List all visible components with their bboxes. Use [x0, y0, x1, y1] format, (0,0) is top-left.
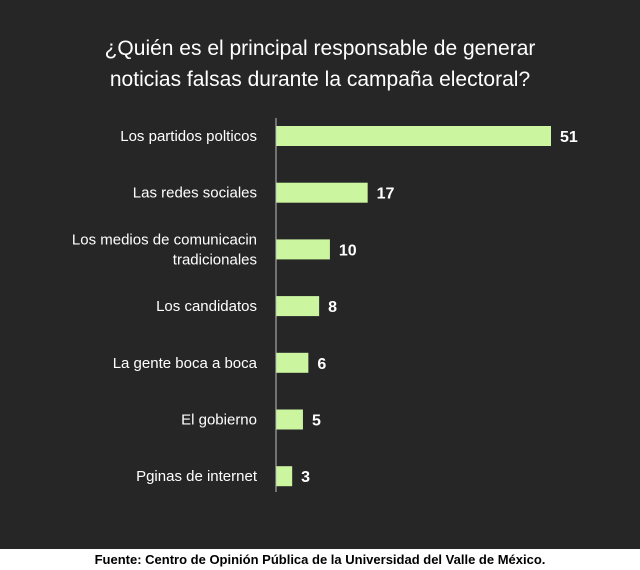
value-label: 8: [328, 299, 337, 316]
category-label: Los medios de comunicacin: [72, 231, 257, 248]
bar: [276, 352, 309, 373]
bar: [276, 182, 368, 203]
bar: [276, 296, 320, 317]
category-label: tradicionales: [173, 251, 257, 268]
bar: [276, 466, 293, 487]
bar: [276, 239, 330, 260]
value-label: 3: [301, 469, 310, 486]
category-label: El gobierno: [181, 412, 257, 429]
value-label: 10: [339, 242, 357, 259]
source-note: Fuente: Centro de Opinión Pública de la …: [94, 552, 546, 567]
bar: [276, 126, 551, 146]
value-label: 17: [377, 186, 395, 203]
bar: [276, 409, 303, 430]
bar-chart: ¿Quién es el principal responsable de ge…: [72, 37, 578, 492]
category-label: La gente boca a boca: [113, 355, 258, 372]
category-label: Las redes sociales: [133, 185, 257, 202]
chart-title-line: ¿Quién es el principal responsable de ge…: [105, 37, 536, 60]
category-label: Pginas de internet: [136, 468, 258, 485]
value-label: 6: [317, 356, 326, 373]
value-label: 5: [312, 413, 321, 430]
chart-panel: ¿Quién es el principal responsable de ge…: [0, 0, 640, 549]
value-label: 51: [560, 129, 578, 146]
category-label: Los candidatos: [156, 298, 257, 315]
chart-title-line: noticias falsas durante la campaña elect…: [110, 68, 530, 91]
category-label: Los partidos polticos: [120, 128, 257, 145]
